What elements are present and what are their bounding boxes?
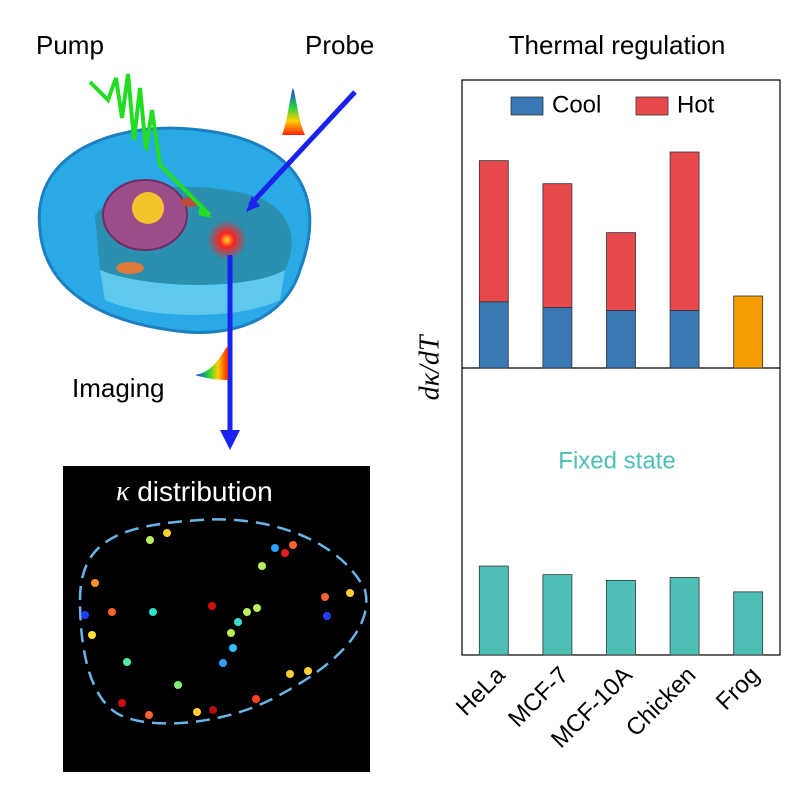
legend-swatch xyxy=(635,96,669,116)
bar xyxy=(606,232,636,311)
x-tick-label: HeLa xyxy=(451,661,511,721)
kappa-symbol: κ xyxy=(116,476,130,507)
bar xyxy=(542,183,573,308)
x-tick-label: Frog xyxy=(711,662,765,716)
chart-title: Thermal regulation xyxy=(509,30,726,60)
y-axis-label: dκ/dT xyxy=(414,333,445,400)
bar xyxy=(478,301,509,369)
imaging-label: Imaging xyxy=(72,373,165,403)
x-tick-label: Chicken xyxy=(621,662,701,742)
bar xyxy=(478,565,509,656)
pump-label: Pump xyxy=(36,30,104,60)
bar xyxy=(669,309,700,369)
panel-label: Fixed state xyxy=(558,447,675,474)
bar xyxy=(733,295,764,369)
bar xyxy=(606,309,636,369)
cell-outline xyxy=(78,518,368,725)
bar xyxy=(478,160,509,303)
bar xyxy=(606,579,636,656)
kappa-dots xyxy=(81,529,354,719)
bar xyxy=(733,591,764,656)
legend-swatch xyxy=(510,96,544,116)
probe-label: Probe xyxy=(305,30,374,60)
kappa-map xyxy=(63,466,370,772)
legend-label: Hot xyxy=(677,91,715,118)
cell-illustration xyxy=(37,73,357,450)
kappa-word: distribution xyxy=(137,476,272,507)
bar xyxy=(542,307,573,369)
kappa-title: κ distribution xyxy=(116,476,273,507)
bar xyxy=(669,577,700,656)
bar xyxy=(669,151,700,311)
legend-label: Cool xyxy=(552,91,601,118)
bar xyxy=(542,574,573,656)
